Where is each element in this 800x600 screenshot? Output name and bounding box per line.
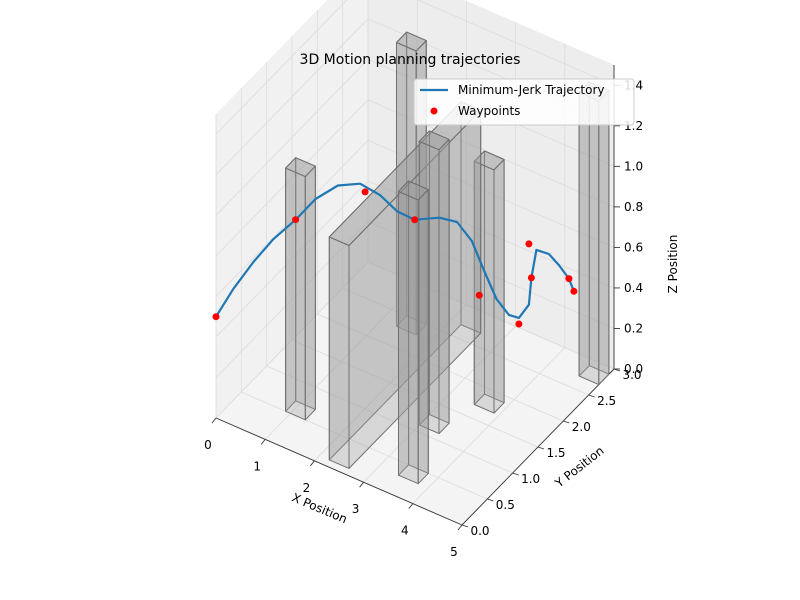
x-tick-label: 5: [450, 545, 458, 559]
obstacle-face: [493, 159, 505, 414]
tick-labels: 0123450.00.51.01.52.02.53.00.00.20.40.60…: [204, 78, 643, 559]
grid-line-z: [215, 261, 369, 419]
z-tick-label: 0.8: [624, 200, 643, 214]
z-tick-label: 0.4: [624, 281, 643, 295]
obstacle-box: [473, 150, 505, 414]
waypoint-marker: [361, 188, 369, 196]
z-tick-label: 0.6: [624, 240, 643, 254]
grid-line-y: [241, 391, 488, 500]
x-tick-label: 3: [352, 502, 360, 516]
x-tick-label: 0: [204, 438, 212, 452]
x-tick-mark: [408, 503, 414, 509]
waypoint-marker: [525, 240, 533, 248]
y-tick-label: 3.0: [622, 368, 641, 382]
y-tick-label: 0.5: [496, 498, 515, 512]
waypoint-marker: [565, 275, 573, 283]
y-tick-mark: [461, 524, 469, 528]
waypoint-marker: [411, 216, 419, 224]
y-tick-label: 0.0: [470, 524, 489, 538]
obstacle-box: [398, 180, 429, 485]
obstacle-box: [285, 157, 316, 421]
y-tick-mark: [487, 498, 494, 502]
legend: Minimum-Jerk Trajectory Waypoints: [413, 78, 635, 126]
legend-entry-trajectory: Minimum-Jerk Trajectory: [458, 83, 604, 97]
x-tick-label: 2: [303, 481, 311, 495]
z-tick-label: 0.0: [624, 362, 643, 376]
grid-line-z: [215, 140, 369, 297]
x-tick-mark: [359, 481, 364, 488]
grid-lines: [215, 0, 615, 526]
obstacle-face: [417, 189, 429, 485]
x-axis-label: X Position: [290, 490, 350, 526]
obstacles: [285, 31, 610, 485]
x-tick-mark: [457, 524, 463, 531]
grid-line-z: [215, 221, 369, 378]
grid-line-z: [215, 99, 369, 257]
obstacle-box: [418, 130, 450, 435]
z-axis-label: Z Position: [666, 235, 680, 294]
y-tick-mark: [537, 446, 545, 450]
grid-line-z: [416, 0, 615, 86]
legend-marker-swatch: [430, 107, 438, 115]
x-tick-mark: [310, 460, 315, 467]
x-axis-line: [215, 417, 463, 526]
grid-line-y: [266, 365, 513, 474]
waypoint-marker: [515, 320, 523, 328]
x-tick-label: 4: [401, 524, 409, 538]
z-tick-label: 1.0: [624, 159, 643, 173]
grid-line-z: [215, 59, 369, 216]
waypoint-marker: [475, 291, 483, 299]
y-tick-label: 2.5: [597, 394, 616, 408]
y-tick-mark: [563, 420, 570, 424]
legend-box: [413, 78, 635, 126]
obstacle-face: [285, 167, 306, 421]
y-tick-label: 2.0: [572, 420, 591, 434]
x-tick-label: 1: [253, 459, 261, 473]
x-tick-mark: [211, 417, 217, 424]
obstacle-face: [398, 190, 419, 485]
grid-line-z: [215, 180, 369, 338]
grid-line-z: [215, 18, 369, 176]
y-tick-label: 1.0: [521, 472, 540, 486]
obstacle-box: [578, 81, 610, 386]
obstacle-face: [285, 157, 316, 178]
chart-title: 3D Motion planning trajectories: [300, 52, 521, 68]
grid-line-y: [291, 339, 539, 448]
obstacle-face: [418, 130, 450, 151]
grid-line-y: [342, 287, 589, 396]
obstacle-face: [578, 91, 600, 386]
obstacle-face: [398, 180, 429, 201]
obstacle-face: [328, 236, 350, 469]
y-tick-mark: [512, 472, 519, 476]
waypoint-marker: [570, 287, 578, 295]
x-tick-mark: [260, 439, 266, 445]
y-tick-mark: [588, 394, 595, 398]
grid-line-y: [317, 313, 564, 422]
obstacle-face: [396, 31, 427, 52]
grid-line-z: [367, 140, 615, 248]
legend-entry-waypoints: Waypoints: [458, 104, 520, 118]
waypoint-marker: [292, 216, 300, 224]
obstacle-face: [598, 90, 610, 386]
obstacle-face: [438, 138, 450, 435]
waypoint-marker: [527, 274, 535, 282]
waypoints-layer: [212, 188, 578, 328]
z-tick-label: 0.2: [624, 321, 643, 335]
waypoint-marker: [212, 313, 220, 321]
grid-line-z: [215, 0, 348, 135]
y-tick-label: 1.5: [546, 446, 565, 460]
